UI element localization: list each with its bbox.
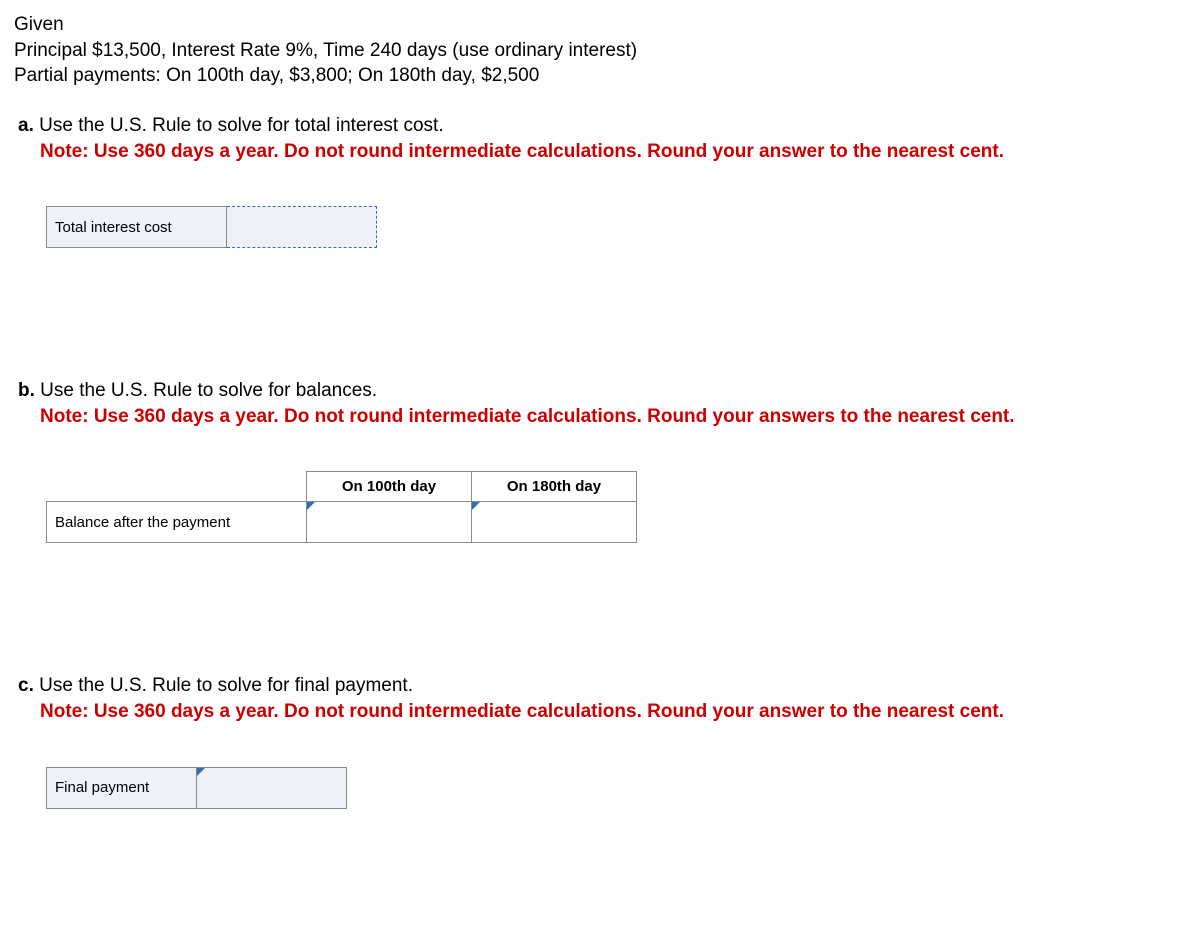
part-b-table: On 100th day On 180th day Balance after … xyxy=(46,471,637,543)
table-row: On 100th day On 180th day xyxy=(47,472,637,502)
triangle-icon xyxy=(307,502,315,510)
triangle-icon xyxy=(472,502,480,510)
part-a-note: Note: Use 360 days a year. Do not round … xyxy=(18,139,1186,165)
part-c-note: Note: Use 360 days a year. Do not round … xyxy=(18,699,1186,725)
part-a-answer-block: Total interest cost xyxy=(46,206,1186,248)
part-a-text: Use the U.S. Rule to solve for total int… xyxy=(34,115,444,136)
part-a-letter: a. xyxy=(18,115,34,136)
given-line-2: Partial payments: On 100th day, $3,800; … xyxy=(14,63,1186,89)
total-interest-input[interactable] xyxy=(235,213,368,241)
part-c-letter: c. xyxy=(18,675,34,696)
part-c-answer-block: Final payment xyxy=(46,767,1186,809)
part-b-text: Use the U.S. Rule to solve for balances. xyxy=(35,380,377,401)
part-a-prompt: a. Use the U.S. Rule to solve for total … xyxy=(18,113,1186,139)
table-row: Balance after the payment xyxy=(47,502,637,543)
balance-100-input[interactable] xyxy=(315,508,463,536)
part-c-prompt: c. Use the U.S. Rule to solve for final … xyxy=(18,673,1186,699)
part-b-answer-block: On 100th day On 180th day Balance after … xyxy=(46,471,1186,543)
col-180th-day: On 180th day xyxy=(472,472,637,502)
balance-180-input[interactable] xyxy=(480,508,628,536)
final-payment-label: Final payment xyxy=(47,767,197,808)
blank-header xyxy=(47,472,307,502)
part-b-prompt: b. Use the U.S. Rule to solve for balanc… xyxy=(18,378,1186,404)
given-block: Given Principal $13,500, Interest Rate 9… xyxy=(14,12,1186,89)
part-b-note: Note: Use 360 days a year. Do not round … xyxy=(18,404,1186,430)
part-b: b. Use the U.S. Rule to solve for balanc… xyxy=(14,378,1186,543)
table-row: Final payment xyxy=(47,767,347,808)
part-b-letter: b. xyxy=(18,380,35,401)
balance-100-cell[interactable] xyxy=(307,502,472,543)
part-a: a. Use the U.S. Rule to solve for total … xyxy=(14,113,1186,248)
table-row: Total interest cost xyxy=(47,207,377,248)
given-line-1: Principal $13,500, Interest Rate 9%, Tim… xyxy=(14,38,1186,64)
final-payment-input[interactable] xyxy=(205,774,338,802)
triangle-icon xyxy=(197,768,205,776)
part-c: c. Use the U.S. Rule to solve for final … xyxy=(14,673,1186,808)
part-c-table: Final payment xyxy=(46,767,347,809)
balance-row-label: Balance after the payment xyxy=(47,502,307,543)
col-100th-day: On 100th day xyxy=(307,472,472,502)
part-c-text: Use the U.S. Rule to solve for final pay… xyxy=(34,675,413,696)
final-payment-cell[interactable] xyxy=(197,767,347,808)
total-interest-cell[interactable] xyxy=(227,207,377,248)
total-interest-label: Total interest cost xyxy=(47,207,227,248)
given-heading: Given xyxy=(14,12,1186,38)
part-a-table: Total interest cost xyxy=(46,206,377,248)
balance-180-cell[interactable] xyxy=(472,502,637,543)
